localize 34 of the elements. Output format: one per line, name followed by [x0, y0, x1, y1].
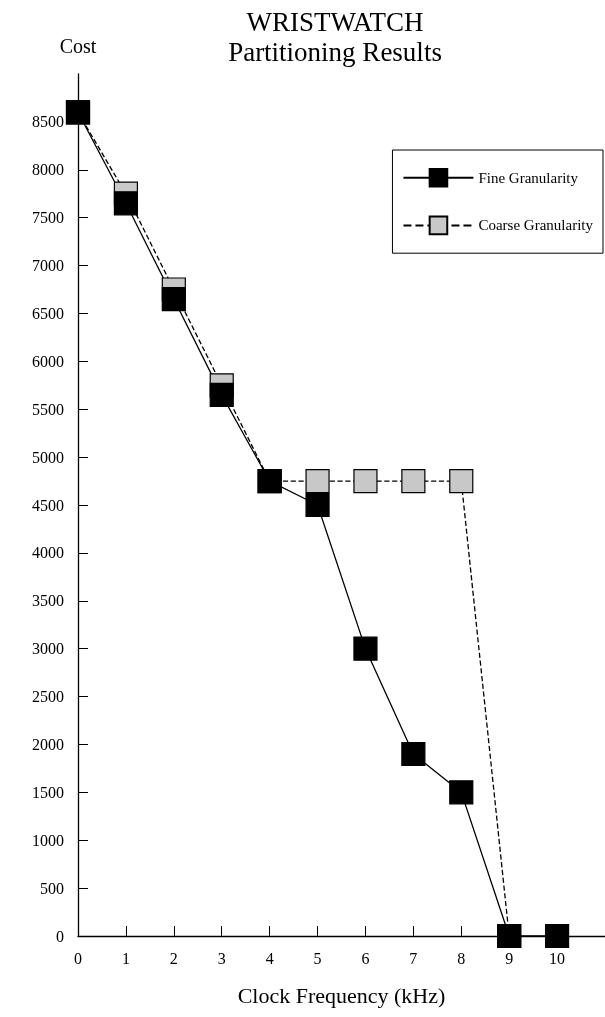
y-tick-label: 8500: [32, 113, 64, 131]
legend-label: Fine Granularity: [478, 169, 579, 186]
x-tick-label: 9: [505, 949, 514, 967]
x-tick-label: 4: [265, 949, 274, 967]
y-tick-label: 500: [40, 879, 64, 897]
y-tick-label: 5000: [32, 448, 64, 466]
x-tick-label: 2: [169, 949, 178, 967]
legend-label: Coarse Granularity: [478, 217, 594, 234]
x-tick-label: 5: [313, 949, 322, 967]
y-tick-label: 4500: [32, 496, 64, 514]
y-tick-label: 7500: [32, 209, 64, 227]
y-tick-label: 0: [56, 927, 64, 945]
x-axis-title: Clock Frequency (kHz): [237, 982, 446, 1008]
y-tick-label: 6000: [32, 352, 64, 370]
y-tick-label: 3000: [32, 640, 64, 658]
x-tick-label: 0: [74, 949, 82, 967]
x-tick-label: 1: [121, 949, 130, 967]
chart-title: WRISTWATCH Partitioning Results: [228, 7, 442, 67]
y-tick-label: 3500: [32, 592, 64, 610]
x-tick-label: 3: [217, 949, 226, 967]
x-tick-label: 6: [361, 949, 370, 967]
y-tick-label: 6500: [32, 304, 64, 322]
y-tick-label: 8000: [32, 161, 64, 179]
y-tick-label: 2500: [32, 688, 64, 706]
x-tick-label: 8: [457, 949, 466, 967]
y-tick-label: 2000: [32, 735, 64, 753]
y-axis-title: Cost: [59, 35, 97, 57]
y-tick-label: 5500: [32, 400, 64, 418]
x-tick-label: 10: [549, 949, 566, 967]
x-tick-label: 7: [409, 949, 418, 967]
y-tick-label: 1000: [32, 831, 64, 849]
y-tick-label: 4000: [32, 544, 64, 562]
y-tick-label: 1500: [32, 783, 64, 801]
y-tick-label: 7000: [32, 257, 64, 275]
